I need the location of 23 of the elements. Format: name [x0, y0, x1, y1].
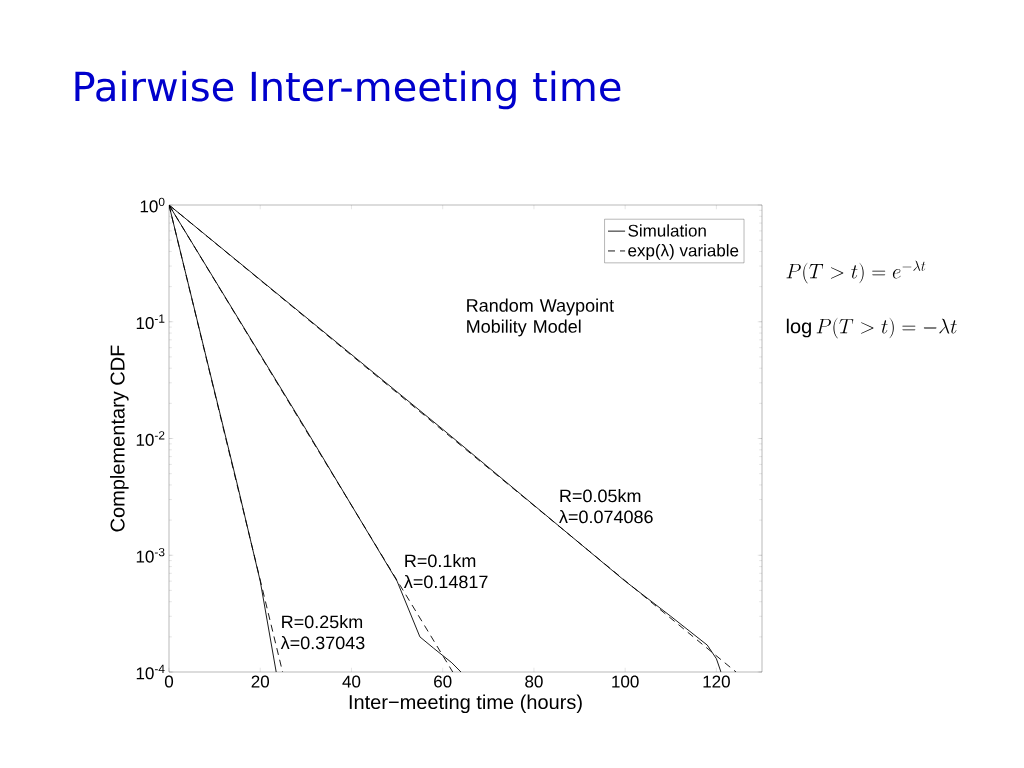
y-tick-label: 10$^{-2}$ [136, 431, 165, 446]
y-axis-title: Complementary CDF [109, 345, 129, 532]
legend-label: Simulation [628, 224, 706, 237]
y-tick-label: 10$^{0}$ [140, 197, 165, 213]
x-tick-label: 120 [703, 675, 730, 688]
chart-title: Pairwise Inter-meeting time [75, 70, 621, 110]
y-tick-label: 10$^{-4}$ [136, 664, 165, 680]
x-tick-label: 60 [434, 675, 452, 688]
legend-label: exp(λ) variable [628, 244, 739, 260]
y-tick-label: 10$^{-1}$ [136, 314, 165, 330]
y-tick-label: 10$^{-3}$ [136, 547, 165, 563]
annotation: Random Waypoint Mobility Model [467, 298, 614, 337]
x-tick-label: 40 [342, 675, 361, 688]
annotation: R=0.25km λ=0.37043 [280, 615, 365, 650]
text: $\log P(T>t)=-\lambda t$ [786, 317, 957, 339]
x-tick-label: 20 [251, 675, 270, 688]
annotation: R=0.05km λ=0.074086 [559, 489, 653, 524]
x-tick-label: 100 [612, 675, 639, 688]
annotation: R=0.1km λ=0.14817 [403, 553, 488, 589]
x-tick-label: 0 [164, 675, 174, 688]
x-tick-label: 80 [525, 675, 543, 688]
text: $P(T>t)=e^{-\lambda t}$ [786, 260, 926, 284]
x-axis-title: Inter−meeting time (hours) [349, 694, 582, 714]
